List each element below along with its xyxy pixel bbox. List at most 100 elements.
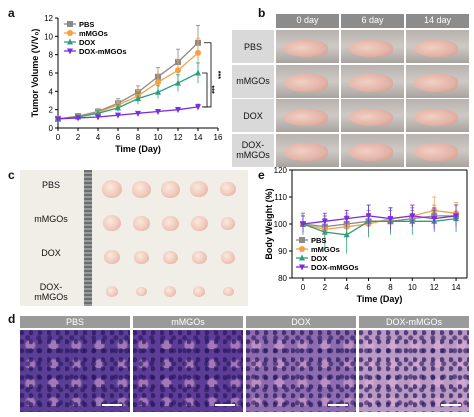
- series-line-pbs: [57, 42, 199, 120]
- data-point: [453, 213, 460, 220]
- scale-bar: [102, 404, 122, 406]
- panel-label-d: d: [8, 312, 16, 326]
- tumor: [190, 215, 208, 231]
- tumor: [133, 250, 149, 264]
- data-point: [175, 107, 181, 114]
- data-point: [321, 218, 328, 225]
- x-tick-label: 16: [214, 133, 223, 142]
- tumor: [132, 215, 150, 231]
- data-point: [135, 95, 141, 102]
- panel-label-e: e: [258, 168, 265, 182]
- significance-bracket-outer: [204, 42, 212, 108]
- tumor-photo: PBS mMGOs DOX DOX- mMGOs: [20, 170, 248, 306]
- scale-bar: [215, 404, 235, 406]
- y-tick-label: 80: [278, 274, 287, 283]
- legend-marker: [67, 38, 73, 45]
- histology-header: PBS: [20, 316, 130, 328]
- histology-image: [246, 330, 356, 412]
- mouse-photo: [406, 64, 469, 98]
- y-tick-label: 120: [274, 166, 288, 175]
- y-tick-label: 100: [274, 220, 288, 229]
- panel-label-b: b: [258, 6, 266, 20]
- legend-label: mMGOs: [79, 29, 108, 38]
- mouse: [348, 143, 393, 161]
- tumor: [135, 286, 147, 297]
- y-tick-label: 4: [49, 87, 54, 96]
- tumor: [190, 181, 208, 198]
- scale-bar: [441, 404, 461, 406]
- data-point: [195, 49, 201, 56]
- x-tick-label: 4: [344, 283, 349, 292]
- data-point: [195, 104, 201, 111]
- series-line-dox-mmgos: [57, 106, 199, 120]
- tumor: [162, 250, 178, 264]
- data-point: [409, 213, 416, 220]
- mouse-photo: [341, 30, 404, 63]
- legend-label: DOX: [79, 38, 95, 47]
- mouse: [283, 108, 328, 127]
- x-tick-label: 10: [154, 133, 163, 142]
- legend-marker: [67, 30, 73, 36]
- legend-label: DOX: [311, 254, 327, 263]
- photo-column-header: 6 day: [341, 14, 404, 28]
- x-axis-label: Time (Day): [115, 144, 161, 154]
- data-point: [321, 228, 328, 235]
- data-point: [135, 110, 141, 117]
- mouse: [283, 74, 328, 92]
- mouse: [413, 74, 458, 92]
- legend-marker: [299, 246, 305, 252]
- x-tick-label: 14: [194, 133, 203, 142]
- tumor: [103, 215, 121, 232]
- mouse: [413, 39, 458, 58]
- legend-label: PBS: [311, 236, 326, 245]
- x-tick-label: 8: [136, 133, 141, 142]
- data-point: [175, 79, 181, 86]
- legend-label: mMGOs: [311, 245, 340, 254]
- x-tick-label: 2: [76, 133, 81, 142]
- mouse-photo: [341, 99, 404, 132]
- legend-label: PBS: [79, 20, 94, 29]
- tumor: [106, 286, 118, 297]
- x-tick-label: 2: [323, 283, 328, 292]
- tumor-row-label: DOX: [41, 248, 61, 258]
- histology-image: [20, 330, 130, 412]
- legend-marker: [299, 237, 305, 243]
- mouse: [348, 108, 393, 127]
- series-line-dox: [302, 217, 457, 236]
- legend-label: DOX-mMGOs: [311, 263, 359, 272]
- tumor: [104, 250, 120, 265]
- histology-image: [133, 330, 243, 412]
- mouse-photo: [276, 99, 339, 132]
- mouse: [348, 39, 393, 58]
- y-tick-label: 10: [44, 32, 53, 41]
- x-tick-label: 10: [408, 283, 417, 292]
- data-point: [95, 114, 101, 121]
- significance-bracket-inner: [202, 72, 208, 108]
- mouse-photo: [406, 30, 469, 63]
- mouse: [283, 143, 328, 161]
- mouse-photo: [406, 133, 469, 167]
- legend-label: DOX-mMGOs: [79, 47, 127, 56]
- tumor: [221, 217, 235, 230]
- tumor-row-label: mMGOs: [34, 214, 68, 224]
- tumor: [131, 180, 151, 198]
- y-tick-label: 8: [49, 51, 54, 60]
- significance-label: ***: [214, 71, 221, 79]
- tumor: [221, 251, 235, 264]
- x-tick-label: 0: [56, 133, 61, 142]
- data-point: [55, 116, 61, 123]
- tumor-row-label: PBS: [41, 180, 60, 190]
- photo-row-label: DOX- mMGOs: [232, 133, 274, 167]
- photo-column-header: 0 day: [276, 14, 339, 28]
- data-point: [343, 216, 350, 223]
- panel-label-c: c: [8, 168, 15, 182]
- data-point: [299, 221, 306, 228]
- photo-row-label: PBS: [232, 30, 274, 63]
- legend-marker: [299, 264, 305, 271]
- tumor-volume-chart: 0 2 4 6 8 10 12 14 16 0 2 4 6 8 10 12 Time (Day) Tumor Vo…: [30, 14, 223, 154]
- tumor-row-label: DOX- mMGOs: [34, 282, 68, 302]
- x-axis-label: Time (Day): [357, 294, 403, 304]
- x-tick-label: 8: [388, 283, 393, 292]
- legend-marker: [299, 254, 305, 261]
- y-tick-label: 12: [44, 14, 53, 23]
